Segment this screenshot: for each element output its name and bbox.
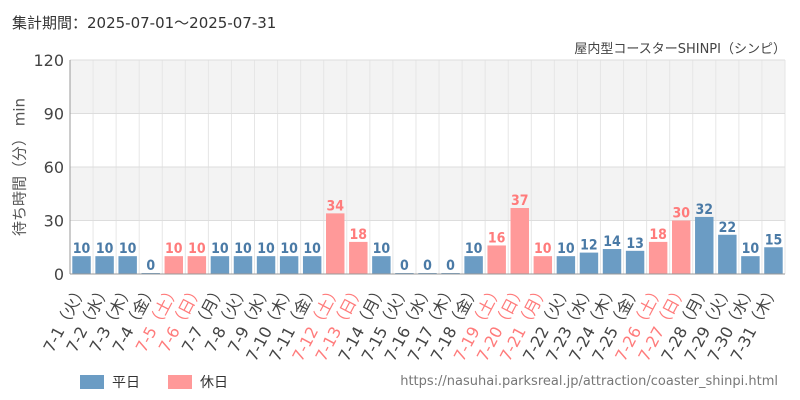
data-label: 10 bbox=[96, 241, 114, 257]
data-label: 0 bbox=[423, 258, 432, 274]
legend-item-holiday: 休日 bbox=[168, 372, 228, 392]
data-label: 16 bbox=[488, 230, 506, 246]
bar bbox=[256, 256, 276, 274]
bar bbox=[72, 256, 91, 274]
data-label: 10 bbox=[257, 241, 275, 257]
legend-label-holiday: 休日 bbox=[200, 375, 228, 391]
data-label: 10 bbox=[211, 241, 229, 257]
grid-band bbox=[70, 60, 785, 114]
data-label: 0 bbox=[400, 258, 409, 274]
bar bbox=[372, 256, 391, 274]
data-label: 32 bbox=[696, 202, 714, 218]
bar bbox=[741, 256, 760, 274]
chart-title: 屋内型コースターSHINPI（シンピ） bbox=[574, 42, 786, 57]
data-label: 14 bbox=[603, 234, 621, 250]
bar bbox=[764, 247, 783, 274]
data-label: 37 bbox=[511, 193, 529, 209]
data-label: 30 bbox=[672, 206, 690, 222]
legend-item-weekday: 平日 bbox=[80, 372, 140, 392]
data-label: 10 bbox=[373, 241, 391, 257]
data-label: 10 bbox=[534, 241, 552, 257]
data-label: 34 bbox=[326, 198, 344, 214]
data-label: 10 bbox=[119, 241, 137, 257]
bar bbox=[233, 256, 253, 274]
legend-swatch-weekday bbox=[80, 375, 104, 389]
y-tick-label: 120 bbox=[33, 51, 64, 70]
bar bbox=[487, 245, 506, 274]
y-tick-label: 90 bbox=[44, 105, 64, 124]
bar bbox=[302, 256, 322, 274]
bar bbox=[671, 220, 691, 274]
legend-label-weekday: 平日 bbox=[112, 375, 140, 391]
bar bbox=[349, 241, 368, 274]
data-label: 10 bbox=[188, 241, 206, 257]
bar bbox=[556, 256, 576, 274]
period-label: 集計期間：2025-07-01～2025-07-31 bbox=[12, 14, 277, 32]
data-label: 10 bbox=[465, 241, 483, 257]
bar bbox=[164, 256, 184, 274]
data-label: 12 bbox=[580, 238, 598, 254]
data-label: 0 bbox=[446, 258, 455, 274]
data-label: 10 bbox=[165, 241, 183, 257]
bar bbox=[718, 234, 737, 274]
y-tick-label: 0 bbox=[54, 265, 64, 284]
data-label: 15 bbox=[765, 232, 783, 248]
data-label: 10 bbox=[557, 241, 575, 257]
bar bbox=[533, 256, 553, 274]
data-label: 18 bbox=[649, 227, 667, 243]
bar bbox=[95, 256, 114, 274]
data-label: 13 bbox=[626, 236, 644, 252]
bar bbox=[695, 216, 714, 274]
data-label: 22 bbox=[719, 220, 737, 236]
bar bbox=[464, 256, 483, 274]
y-tick-label: 60 bbox=[44, 158, 64, 177]
bar bbox=[510, 208, 529, 274]
bar bbox=[326, 213, 345, 274]
grid-band bbox=[70, 167, 785, 221]
bar bbox=[118, 256, 137, 274]
legend: 平日 休日 bbox=[80, 372, 228, 392]
y-tick-label: 30 bbox=[44, 212, 64, 231]
bar bbox=[187, 256, 207, 274]
bar bbox=[602, 249, 622, 274]
bar bbox=[579, 252, 599, 274]
source-url: https://nasuhai.parksreal.jp/attraction/… bbox=[400, 374, 778, 389]
data-label: 10 bbox=[280, 241, 298, 257]
data-label: 10 bbox=[234, 241, 252, 257]
bar bbox=[648, 241, 668, 274]
legend-swatch-holiday bbox=[168, 375, 192, 389]
data-label: 0 bbox=[146, 258, 155, 274]
bar bbox=[210, 256, 230, 274]
data-label: 18 bbox=[350, 227, 368, 243]
data-label: 10 bbox=[73, 241, 91, 257]
data-label: 10 bbox=[742, 241, 760, 257]
bar bbox=[625, 250, 645, 274]
data-label: 10 bbox=[303, 241, 321, 257]
bar bbox=[279, 256, 299, 274]
